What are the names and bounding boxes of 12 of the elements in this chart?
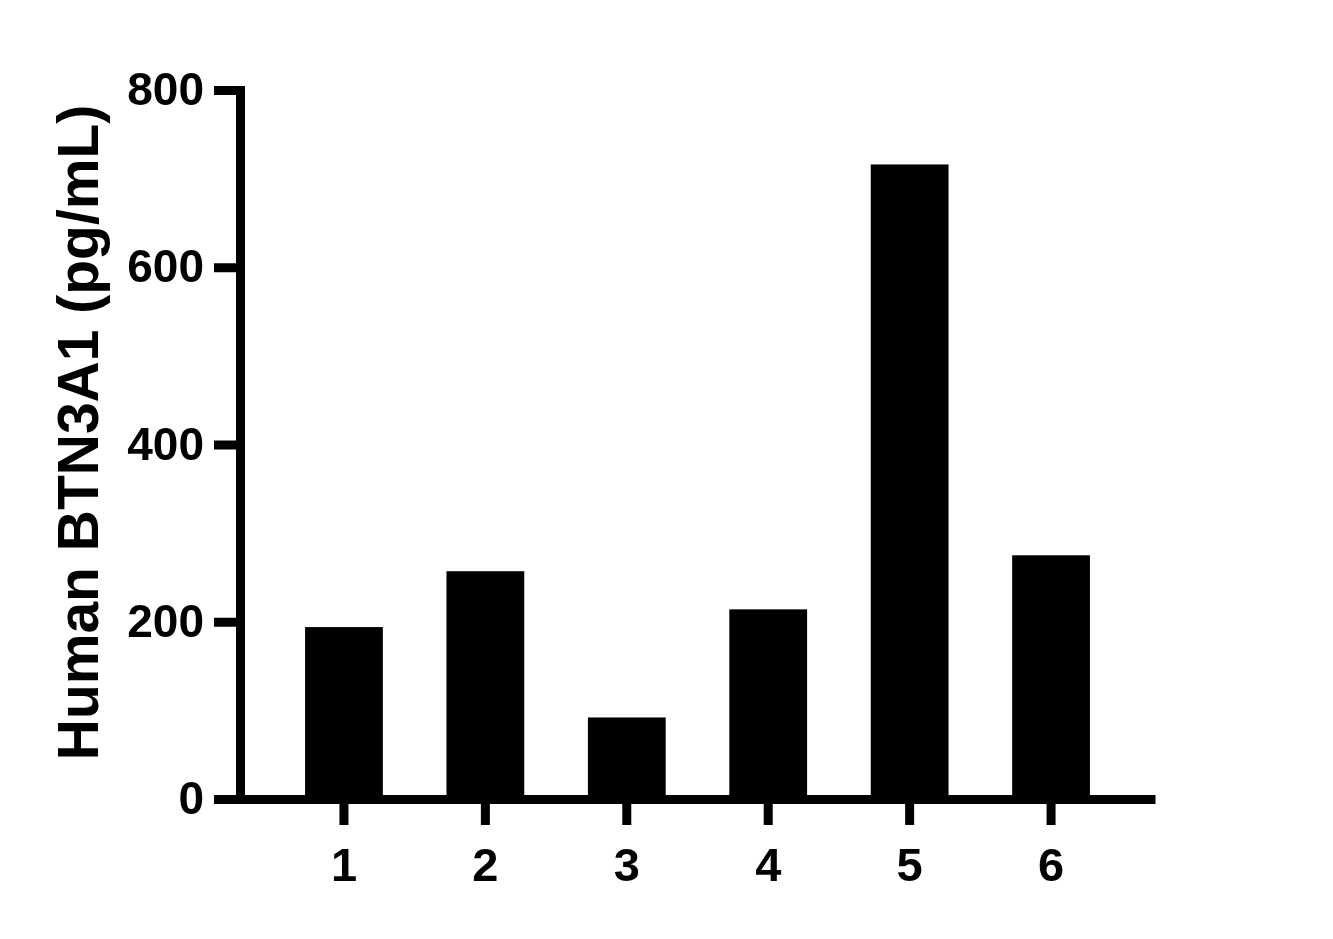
y-axis-title: Human BTN3A1 (pg/mL)	[46, 104, 110, 761]
x-tick-label: 3	[613, 838, 640, 892]
y-tick-label: 0	[178, 772, 204, 825]
x-tick-label: 4	[755, 838, 782, 892]
x-tick-label: 5	[896, 838, 923, 892]
x-tick-label: 2	[472, 838, 499, 892]
x-tick-label: 1	[330, 838, 358, 892]
y-tick-label: 600	[127, 240, 204, 293]
y-tick-label: 400	[127, 417, 204, 470]
x-tick-label: 6	[1037, 838, 1065, 892]
y-tick-label: 200	[127, 594, 204, 647]
y-tick-label: 800	[127, 63, 204, 116]
